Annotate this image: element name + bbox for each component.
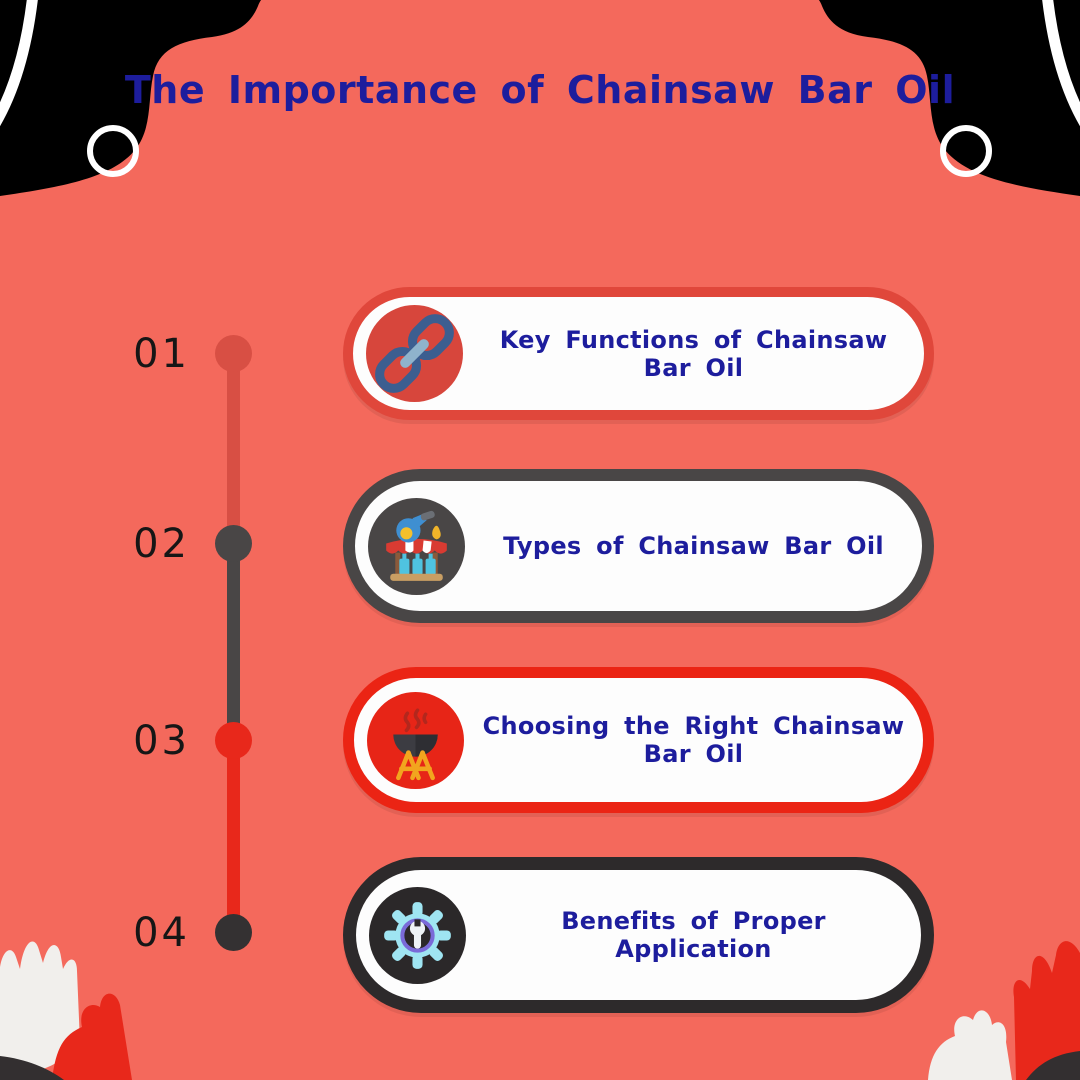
bottom-left-white-splash (0, 941, 80, 1080)
bottom-left-dark-wedge (0, 1056, 64, 1080)
timeline-dot-1 (215, 335, 252, 372)
bottom-left-red-flame (52, 993, 132, 1080)
header-white-curve-right (1042, 0, 1080, 127)
timeline-segment-2 (227, 543, 240, 740)
page-title: The Importance of Chainsaw Bar Oil (124, 68, 956, 112)
left-eye-ring-icon (87, 125, 139, 177)
market-stall-icon (368, 497, 465, 595)
card-key-functions[interactable]: Key Functions of Chainsaw Bar Oil (343, 287, 934, 420)
card-label: Choosing the Right Chainsaw Bar Oil (482, 712, 905, 768)
card-label: Types of Chainsaw Bar Oil (503, 532, 884, 560)
bottom-decoration (0, 941, 1080, 1080)
bbq-grill-icon (367, 691, 464, 789)
timeline-segment-3 (227, 740, 240, 932)
timeline-dot-3 (215, 722, 252, 759)
step-number-3: 03 (133, 718, 190, 764)
chain-link-icon (366, 305, 463, 402)
card-types[interactable]: Types of Chainsaw Bar Oil (343, 469, 934, 623)
timeline-dot-2 (215, 525, 252, 562)
card-choosing[interactable]: Choosing the Right Chainsaw Bar Oil (343, 667, 934, 813)
gear-wrench-icon (369, 886, 466, 984)
step-number-2: 02 (133, 521, 190, 567)
timeline-segment-1 (227, 353, 240, 543)
right-eye-ring-icon (940, 125, 992, 177)
card-label: Benefits of Proper Application (561, 907, 826, 963)
header-salmon-wave (0, 0, 1080, 215)
header-decoration (0, 0, 1080, 215)
card-label: Key Functions of Chainsaw Bar Oil (499, 325, 888, 382)
bottom-right-white-splash (928, 1010, 1012, 1080)
bottom-right-dark-wedge (1026, 1051, 1080, 1080)
step-number-4: 04 (133, 910, 190, 956)
timeline-dot-4 (215, 914, 252, 951)
bottom-right-red-flame (1013, 941, 1080, 1080)
header-white-curve-left (0, 0, 38, 127)
step-number-1: 01 (133, 331, 190, 377)
